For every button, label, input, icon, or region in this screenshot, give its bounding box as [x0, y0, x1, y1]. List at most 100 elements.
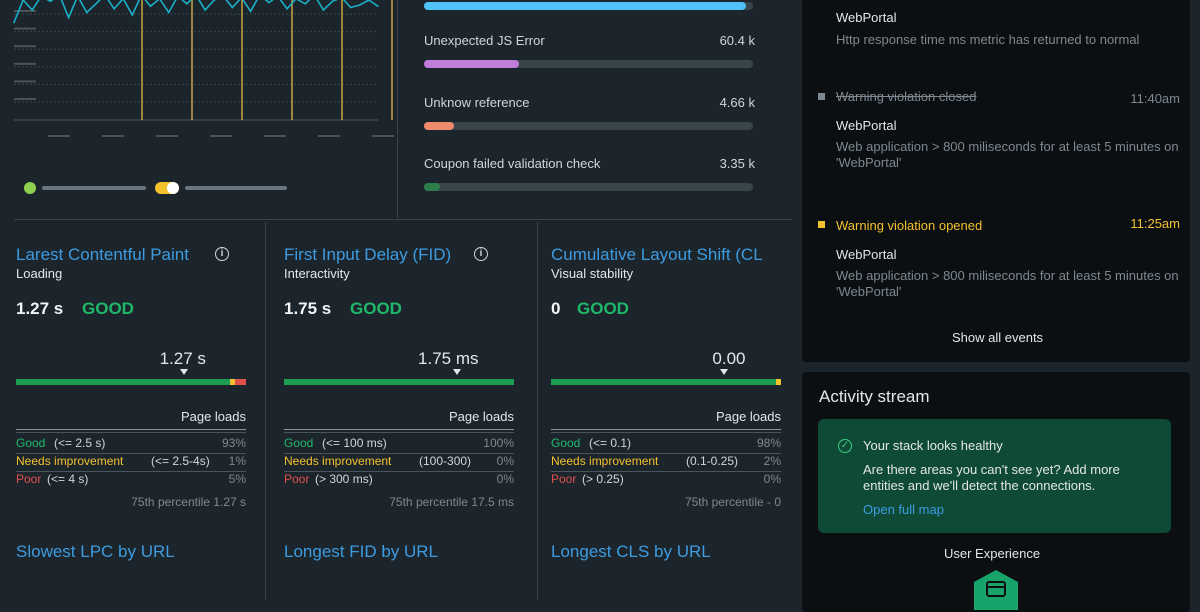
category-range: (> 0.25) — [582, 472, 624, 486]
event-time: 11:40am — [1130, 91, 1180, 106]
vital-title[interactable]: First Input Delay (FID) — [284, 245, 452, 264]
divider — [537, 222, 538, 600]
event-source: WebPortal — [836, 118, 897, 133]
show-all-events-button[interactable]: Show all events — [952, 330, 1044, 345]
y-tick-label — [14, 98, 36, 100]
x-tick-label — [210, 135, 232, 137]
percentile-75: 75th percentile 1.27 s — [131, 495, 246, 509]
error-bar-fill — [424, 183, 441, 191]
category-range: (> 300 ms) — [315, 472, 373, 486]
page-loads-label: Page loads — [448, 409, 514, 424]
vital-subtitle: Interactivity — [284, 266, 350, 281]
category-label: Poor — [284, 472, 310, 486]
data-point — [213, 0, 215, 1]
table-rule — [16, 432, 246, 433]
data-point — [131, 14, 134, 16]
open-full-map-link[interactable]: Open full map — [863, 502, 944, 517]
error-bar-track — [424, 2, 753, 10]
event-description: Web application > 800 miliseconds for at… — [836, 139, 1179, 170]
table-rule — [284, 432, 514, 433]
category-label: Poor — [551, 472, 577, 486]
data-point — [204, 9, 206, 11]
slowest-url-link[interactable]: Slowest LPC by URL — [16, 542, 175, 561]
category-percent: 1% — [228, 454, 246, 468]
data-point — [186, 2, 188, 5]
vital-status-badge: GOOD — [350, 299, 402, 318]
activity-title: Activity stream — [819, 387, 930, 406]
error-bar-fill — [424, 2, 747, 10]
event-description: Web application > 800 miliseconds for at… — [836, 268, 1179, 299]
health-card-body: Are there areas you can't see yet? Add m… — [863, 462, 1120, 493]
events-panel: WebPortal Http response time ms metric h… — [802, 0, 1190, 362]
event-time: 11:25am — [1130, 216, 1180, 231]
slowest-url-link[interactable]: Longest FID by URL — [284, 542, 439, 561]
x-tick-label — [48, 135, 70, 137]
series-line — [13, 0, 379, 23]
event-source: WebPortal — [836, 247, 897, 262]
vital-status-badge: GOOD — [577, 299, 629, 318]
slowest-url-link[interactable]: Longest CLS by URL — [551, 542, 711, 561]
data-point — [86, 11, 88, 14]
vital-subtitle: Visual stability — [551, 266, 634, 281]
row-rule — [16, 453, 246, 454]
toggle-icon[interactable] — [155, 182, 179, 194]
data-point — [95, 2, 97, 5]
event-title[interactable]: Warning violation closed — [836, 89, 977, 104]
event-status-icon — [818, 93, 825, 100]
marker-arrow-icon — [719, 369, 728, 375]
event-status-icon — [818, 221, 825, 228]
event-description: Http response time ms metric has returne… — [836, 32, 1140, 47]
info-icon[interactable]: i — [215, 247, 229, 261]
vital-marker-label: 1.75 ms — [418, 349, 479, 368]
error-name[interactable]: Coupon failed validation check — [424, 156, 601, 171]
category-range: (<= 2.5 s) — [54, 436, 106, 450]
vital-marker-label: 0.00 — [712, 349, 746, 368]
table-rule — [284, 429, 514, 430]
category-label: Needs improvement — [16, 454, 124, 468]
row-rule — [16, 471, 246, 472]
vital-marker-label: 1.27 s — [159, 349, 206, 368]
legend-series-line — [42, 186, 146, 190]
distribution-bar — [16, 379, 246, 385]
marker-arrow-icon — [179, 369, 188, 375]
error-bar-fill — [424, 122, 454, 130]
data-point — [67, 16, 70, 19]
data-point — [349, 6, 352, 9]
data-point — [286, 7, 288, 10]
category-range: (0.1-0.25) — [686, 454, 739, 468]
y-tick-label — [14, 62, 36, 65]
error-count: 60.4 k — [719, 33, 755, 48]
info-icon[interactable]: i — [474, 247, 488, 261]
y-tick-label — [14, 10, 36, 12]
row-rule — [551, 471, 781, 472]
needs-improvement-segment — [229, 379, 235, 385]
vital-title[interactable]: Larest Contentful Paint — [16, 245, 189, 264]
data-point — [149, 5, 152, 8]
app-hexagon-icon[interactable] — [972, 570, 1020, 610]
x-tick-label — [372, 135, 394, 137]
data-point — [359, 4, 361, 6]
vital-value: 0 — [551, 299, 561, 318]
data-point — [167, 11, 170, 14]
category-range: (<= 4 s) — [47, 472, 89, 486]
event-title[interactable]: Warning violation opened — [836, 218, 983, 233]
category-label: Needs improvement — [284, 454, 392, 468]
marker-arrow-icon — [452, 369, 461, 375]
data-point — [31, 9, 33, 11]
vital-subtitle: Loading — [16, 266, 63, 281]
category-percent: 98% — [756, 436, 781, 450]
data-point — [268, 1, 270, 4]
vital-title[interactable]: Cumulative Layout Shift (CL — [551, 245, 763, 264]
data-point — [13, 21, 15, 24]
health-card-title: Your stack looks healthy — [863, 438, 1003, 453]
table-rule — [16, 429, 246, 430]
row-rule — [284, 471, 514, 472]
data-point — [304, 2, 307, 5]
y-tick-label — [14, 45, 36, 48]
error-name[interactable]: Unknow reference — [424, 95, 530, 110]
green-dot-icon[interactable] — [24, 182, 36, 194]
data-point — [322, 9, 325, 11]
error-name[interactable]: Unexpected JS Error — [424, 33, 545, 48]
row-rule — [551, 453, 781, 454]
category-range: (100-300) — [419, 454, 472, 468]
